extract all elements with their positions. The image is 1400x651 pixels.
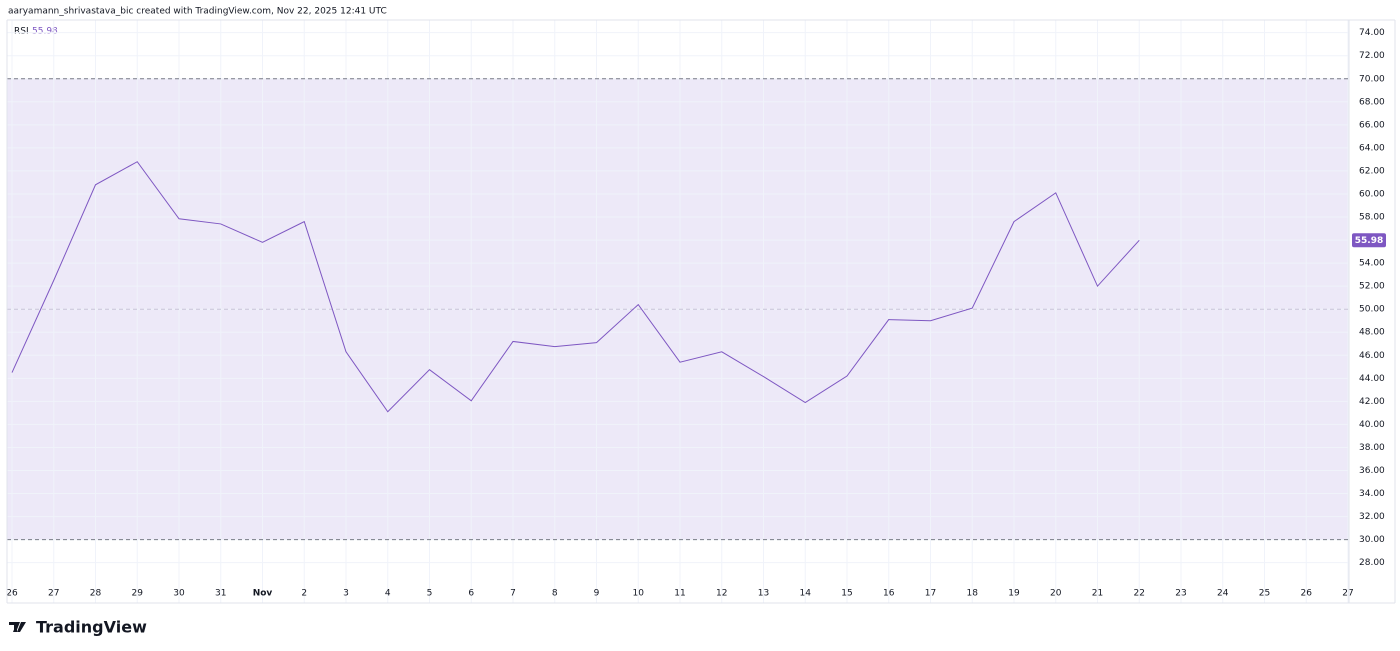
y-tick-label: 60.00 (1359, 189, 1385, 199)
x-tick-label: 4 (385, 589, 391, 599)
x-tick-label: 12 (716, 589, 727, 599)
indicator-name: RSI (14, 27, 29, 37)
y-tick-label: 52.00 (1359, 282, 1385, 292)
indicator-value: 55.98 (32, 27, 58, 37)
y-tick-label: 36.00 (1359, 466, 1385, 476)
brand-logo (9, 622, 26, 632)
plot-area (7, 20, 1349, 603)
y-tick-label: 34.00 (1359, 489, 1385, 499)
y-tick-label: 72.00 (1359, 51, 1385, 61)
x-tick-label: 29 (132, 589, 144, 599)
x-tick-label: 21 (1092, 589, 1103, 599)
x-tick-label: 17 (925, 589, 936, 599)
y-tick-label: 40.00 (1359, 420, 1385, 430)
y-tick-label: 70.00 (1359, 74, 1385, 84)
y-tick-label: 28.00 (1359, 558, 1385, 568)
attribution: aaryamann_shrivastava_bic created with T… (8, 7, 387, 17)
x-tick-label: 27 (48, 589, 59, 599)
y-tick-label: 46.00 (1359, 351, 1385, 361)
y-tick-label: 38.00 (1359, 443, 1385, 453)
x-tick-label: 7 (510, 589, 516, 599)
last-value-label: 55.98 (1355, 236, 1383, 246)
y-tick-label: 30.00 (1359, 535, 1385, 545)
y-tick-label: 62.00 (1359, 166, 1385, 176)
x-tick-label: 26 (1301, 589, 1313, 599)
x-tick-label: 3 (343, 589, 349, 599)
x-tick-label: 8 (552, 589, 558, 599)
rsi-line (11, 161, 1140, 413)
last-value-badge (1352, 233, 1386, 248)
y-tick-label: 66.00 (1359, 120, 1385, 130)
x-tick-label: 5 (427, 589, 433, 599)
x-tick-label: 30 (173, 589, 185, 599)
y-tick-label: 50.00 (1359, 305, 1385, 315)
y-tick-label: 48.00 (1359, 328, 1385, 338)
x-tick-label: 14 (800, 589, 812, 599)
x-tick-label: 31 (215, 589, 226, 599)
x-tick-label: Nov (253, 589, 273, 599)
x-tick-label: 24 (1217, 589, 1229, 599)
y-tick-label: 54.00 (1359, 259, 1385, 269)
y-tick-label: 32.00 (1359, 512, 1385, 522)
x-tick-label: 22 (1134, 589, 1145, 599)
brand-name: TradingView (36, 618, 147, 637)
y-tick-label: 44.00 (1359, 374, 1385, 384)
x-tick-label: 10 (633, 589, 645, 599)
y-tick-label: 68.00 (1359, 97, 1385, 107)
y-tick-label: 64.00 (1359, 143, 1385, 153)
x-tick-label: 16 (883, 589, 895, 599)
x-tick-label: 9 (594, 589, 600, 599)
x-tick-label: 13 (758, 589, 769, 599)
x-tick-label: 6 (468, 589, 474, 599)
x-tick-label: 18 (967, 589, 979, 599)
x-tick-label: 27 (1342, 589, 1353, 599)
x-tick-label: 20 (1050, 589, 1062, 599)
x-tick-label: 15 (841, 589, 852, 599)
x-tick-label: 2 (301, 589, 307, 599)
x-tick-label: 23 (1175, 589, 1186, 599)
y-tick-label: 74.00 (1359, 28, 1385, 38)
y-tick-label: 42.00 (1359, 397, 1385, 407)
y-tick-label: 58.00 (1359, 213, 1385, 223)
x-tick-label: 28 (90, 589, 102, 599)
x-tick-label: 11 (674, 589, 685, 599)
x-tick-label: 25 (1259, 589, 1270, 599)
x-tick-label: 19 (1008, 589, 1020, 599)
x-tick-label: 26 (6, 589, 18, 599)
